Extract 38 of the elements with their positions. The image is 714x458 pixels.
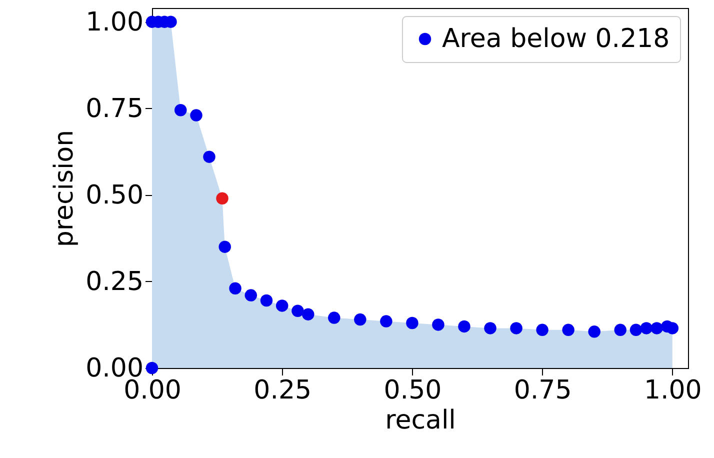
legend-label: Area below 0.218 bbox=[442, 24, 670, 54]
point bbox=[562, 324, 574, 336]
point bbox=[650, 322, 663, 334]
y-tick-label: 0.75 bbox=[86, 94, 144, 124]
x-tick-label: 0.50 bbox=[384, 376, 442, 406]
y-tick-label: 1.00 bbox=[86, 7, 144, 38]
point bbox=[536, 324, 548, 336]
point bbox=[432, 318, 444, 331]
x-tick-label: 0.25 bbox=[254, 376, 312, 406]
x-axis-title: recall bbox=[385, 406, 456, 436]
point bbox=[406, 316, 418, 330]
point bbox=[640, 322, 652, 334]
point bbox=[484, 322, 496, 334]
y-tick-label: 0.50 bbox=[86, 180, 144, 210]
point bbox=[588, 326, 600, 338]
point bbox=[614, 324, 626, 336]
point bbox=[218, 240, 231, 253]
point bbox=[354, 313, 366, 326]
point bbox=[229, 282, 242, 294]
point bbox=[216, 192, 228, 204]
x-tick-label: 1.00 bbox=[644, 376, 702, 406]
y-axis-title: precision bbox=[50, 130, 80, 248]
point bbox=[174, 104, 187, 116]
point bbox=[630, 324, 642, 336]
point bbox=[328, 312, 340, 324]
point bbox=[244, 289, 257, 302]
point bbox=[190, 109, 202, 122]
point bbox=[292, 304, 304, 317]
point bbox=[510, 322, 522, 334]
x-tick-label: 0.75 bbox=[514, 376, 572, 406]
point bbox=[458, 320, 470, 333]
point bbox=[380, 315, 392, 328]
y-tick-label: 0.25 bbox=[86, 266, 144, 297]
point bbox=[203, 150, 216, 163]
point bbox=[302, 308, 314, 320]
point bbox=[276, 300, 288, 312]
point bbox=[146, 362, 158, 374]
point bbox=[260, 294, 273, 307]
